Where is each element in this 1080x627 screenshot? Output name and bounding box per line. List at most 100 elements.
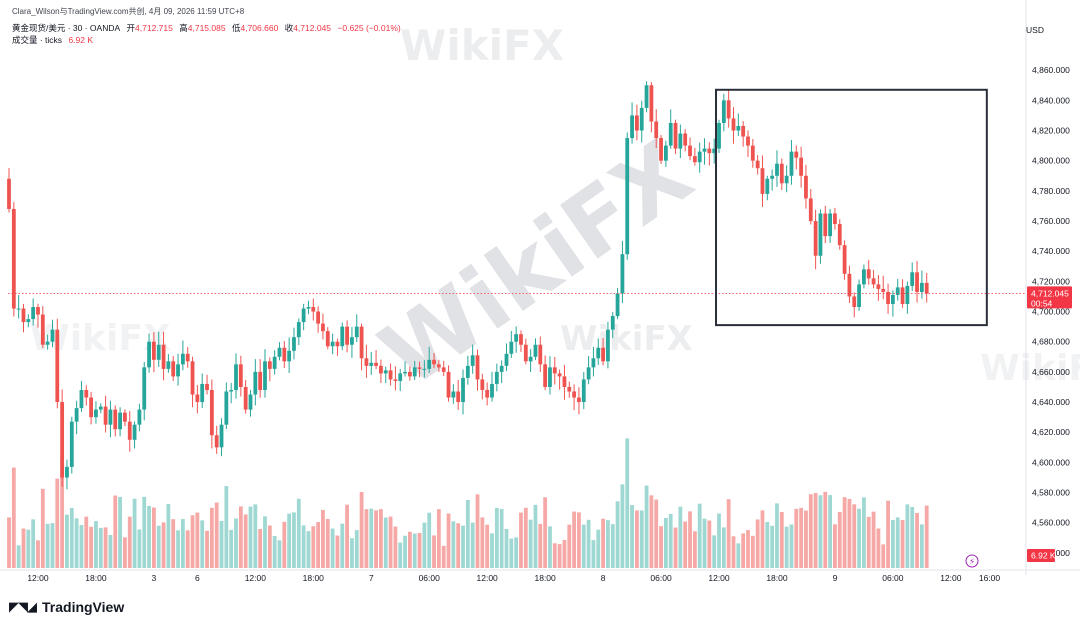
volume-bar: [485, 524, 490, 568]
candle: [770, 169, 775, 191]
candle: [403, 361, 407, 377]
candle: [799, 146, 804, 188]
volume-bar: [876, 528, 881, 568]
candle: [504, 343, 509, 371]
candle: [847, 265, 852, 304]
candle: [253, 359, 258, 406]
volume-bar: [224, 486, 229, 568]
volume-bar: [369, 508, 374, 568]
candle: [678, 124, 683, 159]
candle: [837, 219, 842, 250]
candle: [152, 332, 156, 373]
volume-bar: [610, 524, 615, 568]
volume-bar: [688, 511, 692, 568]
volume-bar: [89, 526, 94, 568]
volume-bar: [11, 467, 16, 568]
x-tick-label: 06:00: [650, 573, 672, 583]
candle: [176, 353, 180, 386]
y-tick-label: 4,760.000: [1032, 216, 1070, 226]
x-tick-label: 06:00: [882, 573, 904, 583]
candle: [325, 327, 330, 350]
volume-bar: [441, 545, 446, 568]
candle: [84, 385, 89, 406]
candle: [243, 379, 248, 414]
volume-bar: [209, 507, 214, 568]
candle: [741, 121, 746, 147]
volume-bar: [663, 517, 668, 568]
y-tick-label: 4,560.000: [1032, 518, 1070, 528]
x-tick-label: 18:00: [85, 573, 107, 583]
volume-tag[interactable]: 6.92 K: [1027, 549, 1056, 562]
tradingview-logo[interactable]: ◤◥◢ TradingView: [9, 599, 124, 615]
candle: [649, 82, 654, 133]
highlight-box[interactable]: [715, 88, 988, 327]
candle: [412, 360, 417, 381]
volume-bar: [156, 525, 161, 568]
volume-bar: [345, 504, 349, 568]
volume-bar: [335, 535, 340, 568]
candle: [881, 275, 886, 300]
volume-bar: [775, 503, 779, 568]
volume-label[interactable]: 成交量 · ticks: [12, 35, 63, 45]
volume-bar: [398, 542, 403, 568]
volume-bar: [494, 507, 499, 568]
volume-bar: [258, 528, 263, 568]
volume-bar: [94, 521, 98, 568]
volume-bar: [726, 499, 731, 568]
volume-bar: [852, 504, 857, 568]
volume-bar: [895, 517, 900, 568]
candle: [263, 349, 267, 398]
lightning-icon[interactable]: ⚡: [965, 554, 979, 568]
share-credit-text: Clara_Wilson与TradingView.com共创, 4月 09, 2…: [12, 7, 245, 16]
volume-bar: [499, 508, 504, 568]
volume-bar: [359, 492, 364, 568]
x-tick-label: 12:00: [245, 573, 267, 583]
candle: [316, 306, 321, 333]
volume-bar: [36, 540, 40, 568]
volume-bars: [7, 438, 929, 568]
candle: [490, 371, 494, 402]
candle: [760, 155, 765, 207]
volume-legend[interactable]: 成交量 · ticks 6.92 K: [12, 34, 97, 46]
volume-bar: [567, 524, 572, 568]
volume-bar: [804, 510, 808, 568]
volume-bar: [673, 527, 678, 568]
volume-bar: [316, 522, 321, 568]
candle: [436, 359, 441, 372]
axes[interactable]: 4,540.0004,560.0004,580.0004,600.0004,62…: [27, 65, 1072, 583]
y-tick-label: 4,840.000: [1032, 95, 1070, 105]
volume-bar: [40, 488, 45, 568]
currency-label[interactable]: USD: [1026, 25, 1044, 35]
candle: [335, 338, 340, 356]
symbol-legend[interactable]: 黄金现货/美元 · 30 · OANDA 开4,712.715 高4,715.0…: [12, 22, 405, 34]
volume-bar: [185, 530, 190, 568]
candle: [475, 349, 480, 391]
candle: [383, 366, 388, 384]
candle: [123, 409, 127, 427]
candle: [238, 355, 243, 397]
volume-bar: [799, 507, 804, 568]
candle: [7, 168, 11, 213]
watermark-text: WikiFX: [560, 319, 693, 359]
symbol-name[interactable]: 黄金现货/美元 · 30 · OANDA: [12, 23, 121, 33]
candlesticks: [7, 81, 929, 490]
volume-bar: [504, 529, 509, 568]
candle: [118, 407, 122, 437]
volume-bar: [750, 535, 755, 568]
candle: [113, 405, 118, 437]
volume-bar: [253, 504, 258, 568]
candle: [229, 382, 234, 404]
volume-bar: [403, 535, 407, 568]
volume-bar: [263, 516, 267, 568]
candle: [446, 365, 451, 402]
volume-bar: [717, 513, 721, 568]
volume-bar: [248, 506, 253, 568]
candle: [379, 359, 383, 383]
volume-bar: [828, 495, 832, 568]
volume-bar: [886, 500, 890, 568]
candle: [905, 281, 910, 314]
volume-bar: [490, 533, 494, 568]
volume-bar: [760, 510, 765, 568]
